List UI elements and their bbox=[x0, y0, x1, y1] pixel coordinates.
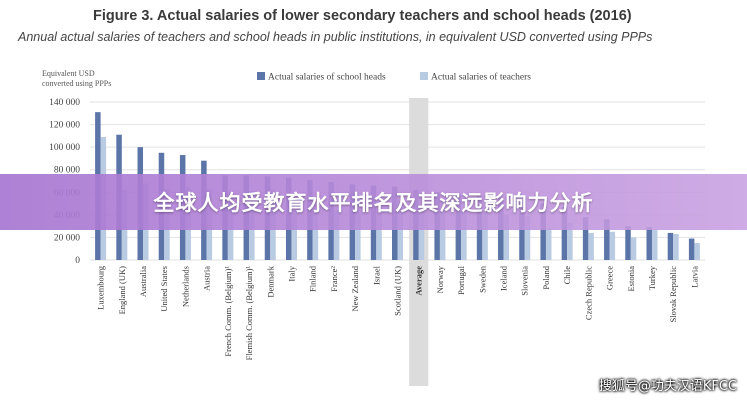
x-tick-label: Denmark bbox=[265, 265, 275, 297]
x-tick-label: Estonia bbox=[626, 266, 636, 292]
y-axis-label-line: converted using PPPs bbox=[42, 79, 111, 88]
bar-teachers bbox=[651, 229, 658, 260]
bar-teachers bbox=[588, 232, 594, 260]
bar-teachers bbox=[609, 231, 616, 260]
y-axis-label-line: Equivalent USD bbox=[42, 69, 95, 78]
x-tick-label: Netherlands bbox=[180, 266, 190, 307]
x-tick-label: United States bbox=[159, 266, 169, 312]
bar-school-heads bbox=[540, 203, 546, 260]
x-tick-label: Latvia bbox=[689, 266, 699, 288]
bar-teachers bbox=[482, 210, 488, 260]
bar-teachers bbox=[524, 215, 531, 260]
bar-school-heads bbox=[625, 226, 631, 260]
x-tick-label: Australia bbox=[138, 266, 148, 297]
bar-teachers bbox=[673, 234, 679, 260]
bar-teachers bbox=[312, 203, 319, 260]
figure-subtitle: Annual actual salaries of teachers and s… bbox=[18, 30, 653, 44]
x-tick-label: Finland bbox=[308, 265, 318, 292]
bar-school-heads bbox=[667, 232, 674, 260]
x-tick-label: Slovenia bbox=[520, 266, 530, 296]
legend-label-teachers: Actual salaries of teachers bbox=[431, 72, 531, 83]
bar-school-heads bbox=[519, 200, 525, 260]
y-tick-label: 100 000 bbox=[49, 143, 80, 153]
figure-title: Figure 3. Actual salaries of lower secon… bbox=[93, 8, 632, 24]
y-axis-label: Equivalent USD converted using PPPs bbox=[42, 69, 111, 88]
x-tick-label: Portugal bbox=[456, 265, 466, 294]
x-tick-label: Czech Republic bbox=[583, 266, 593, 320]
bar-teachers bbox=[397, 201, 403, 260]
bar-teachers bbox=[439, 201, 446, 260]
source-watermark: 搜狐号@功夫汉语KFCC bbox=[598, 379, 737, 394]
bar-school-heads bbox=[561, 206, 568, 260]
bar-teachers bbox=[333, 210, 340, 260]
bar-teachers bbox=[694, 243, 700, 260]
x-tick-label: France² bbox=[329, 266, 339, 292]
bar-teachers bbox=[567, 222, 573, 260]
x-tick-label: French Comm. (Belgium)¹ bbox=[223, 266, 233, 357]
bar-teachers bbox=[355, 203, 361, 260]
bar-school-heads bbox=[688, 238, 695, 260]
x-tick-label: Poland bbox=[541, 265, 551, 289]
y-tick-label: 120 000 bbox=[49, 121, 80, 131]
legend-label-heads: Actual salaries of school heads bbox=[268, 72, 386, 83]
bar-school-heads bbox=[646, 227, 652, 260]
x-tick-label: Chile bbox=[562, 266, 572, 285]
bar-school-heads bbox=[582, 217, 589, 260]
y-tick-label: 80 000 bbox=[54, 166, 80, 176]
y-tick-label: 0 bbox=[75, 256, 80, 266]
bar-teachers bbox=[376, 209, 382, 260]
x-tick-label: Norway bbox=[435, 265, 445, 293]
x-tick-label: Austria bbox=[202, 266, 212, 291]
y-tick-label: 140 000 bbox=[49, 98, 80, 108]
x-tick-label: Italy bbox=[286, 265, 296, 281]
x-tick-label: Israel bbox=[371, 265, 381, 285]
x-tick-label: Slovak Republic bbox=[668, 266, 678, 323]
x-tick-label: Luxembourg bbox=[96, 265, 106, 310]
x-tick-label: New Zealand bbox=[350, 265, 360, 311]
banner-text: 全球人均受教育水平排名及其深远影响力分析 bbox=[153, 191, 594, 215]
x-tick-label: Iceland bbox=[499, 265, 509, 291]
x-tick-label: Scotland (UK) bbox=[393, 266, 403, 316]
y-tick-label: 20 000 bbox=[54, 233, 80, 243]
bar-teachers bbox=[545, 228, 552, 260]
legend-swatch-heads bbox=[257, 72, 265, 80]
bar-teachers bbox=[418, 209, 425, 260]
x-tick-label: Sweden bbox=[477, 265, 487, 293]
bar-teachers bbox=[503, 214, 510, 260]
legend-swatch-teachers bbox=[420, 72, 428, 80]
x-tick-label: Flemish Comm. (Belgium)¹ bbox=[244, 266, 254, 361]
bar-school-heads bbox=[604, 219, 610, 260]
x-tick-label: Greece bbox=[605, 266, 615, 290]
title-banner: 全球人均受教育水平排名及其深远影响力分析 bbox=[0, 174, 747, 230]
x-tick-label: England (UK) bbox=[117, 266, 127, 315]
bar-teachers bbox=[291, 210, 297, 260]
bar-teachers bbox=[461, 210, 467, 260]
x-tick-label: Turkey bbox=[647, 265, 657, 290]
bar-teachers bbox=[630, 237, 637, 260]
x-tick-label: Average bbox=[414, 266, 424, 296]
